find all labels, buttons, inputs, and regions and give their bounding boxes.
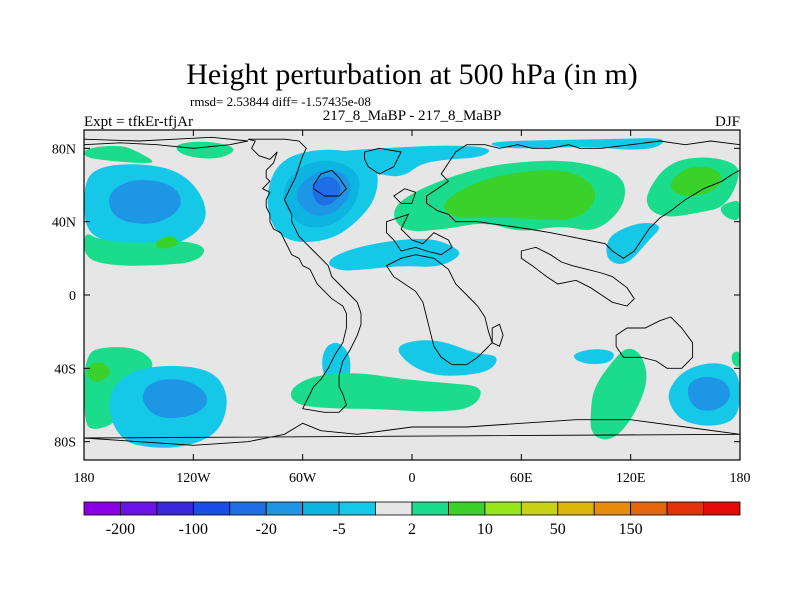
x-tick-label-4: 60E [510, 471, 533, 486]
colorbar-swatch-8 [375, 501, 413, 516]
colorbar-swatch-5 [265, 501, 304, 516]
contour-region-29 [687, 377, 731, 411]
x-tick-label-2: 60W [289, 471, 317, 486]
coastline-9 [520, 246, 635, 307]
colorbar-swatch-2 [156, 501, 194, 516]
colorbar-swatch-16 [666, 501, 704, 516]
coastline-7 [491, 323, 504, 347]
colorbar-swatch-13 [557, 501, 595, 516]
experiment-label: Expt = tfkEr-tfjAr [84, 114, 193, 130]
colorbar-label-4: 2 [408, 521, 416, 538]
contour-region-17 [720, 200, 740, 221]
colorbar-swatch-1 [120, 501, 158, 516]
coastline-1 [247, 138, 362, 413]
contour-region-0 [84, 145, 153, 163]
colorbar-swatch-6 [302, 501, 340, 516]
chart-title: Height perturbation at 500 hPa (in m) [186, 58, 638, 91]
colorbar: -200 -100 -20 -5 2 10 50 150 [83, 501, 741, 538]
contour-region-12 [329, 238, 460, 271]
colorbar-label-0: -200 [106, 521, 135, 538]
coastline-3 [364, 147, 402, 175]
x-tick-label-1: 120W [176, 471, 211, 486]
colorbar-swatch-9 [411, 501, 449, 516]
season-label: DJF [715, 114, 740, 130]
contour-region-21 [573, 349, 614, 365]
colorbar-label-7: 150 [619, 521, 643, 538]
colorbar-swatch-12 [520, 501, 559, 516]
rmsd-stats-label: rmsd= 2.53844 diff= -1.57435e-08 [190, 94, 371, 109]
contour-region-5 [109, 179, 181, 224]
y-axis: 80N 40N 0 40S 80S [52, 142, 740, 451]
colorbar-swatch-3 [192, 501, 231, 516]
contour-region-27 [590, 348, 647, 440]
y-tick-label-4: 80S [54, 436, 76, 451]
colorbar-label-2: -20 [256, 521, 277, 538]
contour-region-3 [491, 138, 664, 150]
x-tick-label-5: 120E [616, 471, 646, 486]
coastline-2 [313, 169, 347, 197]
contour-region-20 [398, 340, 497, 376]
x-tick-label-0: 180 [74, 471, 95, 486]
coastline-8 [426, 140, 740, 259]
colorbar-swatch-10 [448, 501, 486, 516]
contour-fill-layer [84, 138, 740, 448]
contour-region-23 [87, 362, 111, 382]
colorbar-swatch-4 [229, 501, 267, 516]
coastline-10 [615, 316, 694, 369]
coastline-6 [385, 254, 493, 366]
coastline-11 [84, 419, 740, 446]
colorbar-label-1: -100 [179, 521, 208, 538]
coastline-layer [84, 136, 740, 446]
x-tick-label-6: 180 [730, 471, 751, 486]
coastline-4 [386, 213, 453, 256]
contour-region-30 [731, 351, 740, 367]
colorbar-swatch-7 [338, 501, 376, 516]
y-tick-label-2: 0 [69, 289, 76, 304]
y-tick-label-1: 40N [52, 216, 76, 231]
colorbar-swatch-17 [703, 501, 741, 516]
x-axis: 180 120W 60W 0 60E 120E 180 [74, 130, 751, 486]
coastline-0 [84, 136, 249, 149]
coastline-5 [393, 188, 417, 204]
y-tick-label-0: 80N [52, 142, 76, 157]
contour-region-11 [312, 176, 341, 206]
case-label: 217_8_MaBP - 217_8_MaBP [323, 108, 502, 124]
colorbar-swatch-14 [593, 501, 632, 516]
colorbar-label-3: -5 [332, 521, 345, 538]
contour-region-14 [444, 170, 596, 221]
colorbar-swatch-15 [630, 501, 668, 516]
colorbar-swatch-0 [83, 501, 121, 516]
contour-region-26 [290, 373, 481, 412]
y-tick-label-3: 40S [54, 362, 76, 377]
x-tick-label-3: 0 [409, 471, 416, 486]
colorbar-label-5: 10 [477, 521, 493, 538]
colorbar-label-6: 50 [550, 521, 566, 538]
contour-region-16 [670, 166, 722, 196]
contour-region-7 [155, 236, 178, 249]
colorbar-swatch-11 [484, 501, 522, 516]
contour-region-25 [142, 379, 208, 419]
